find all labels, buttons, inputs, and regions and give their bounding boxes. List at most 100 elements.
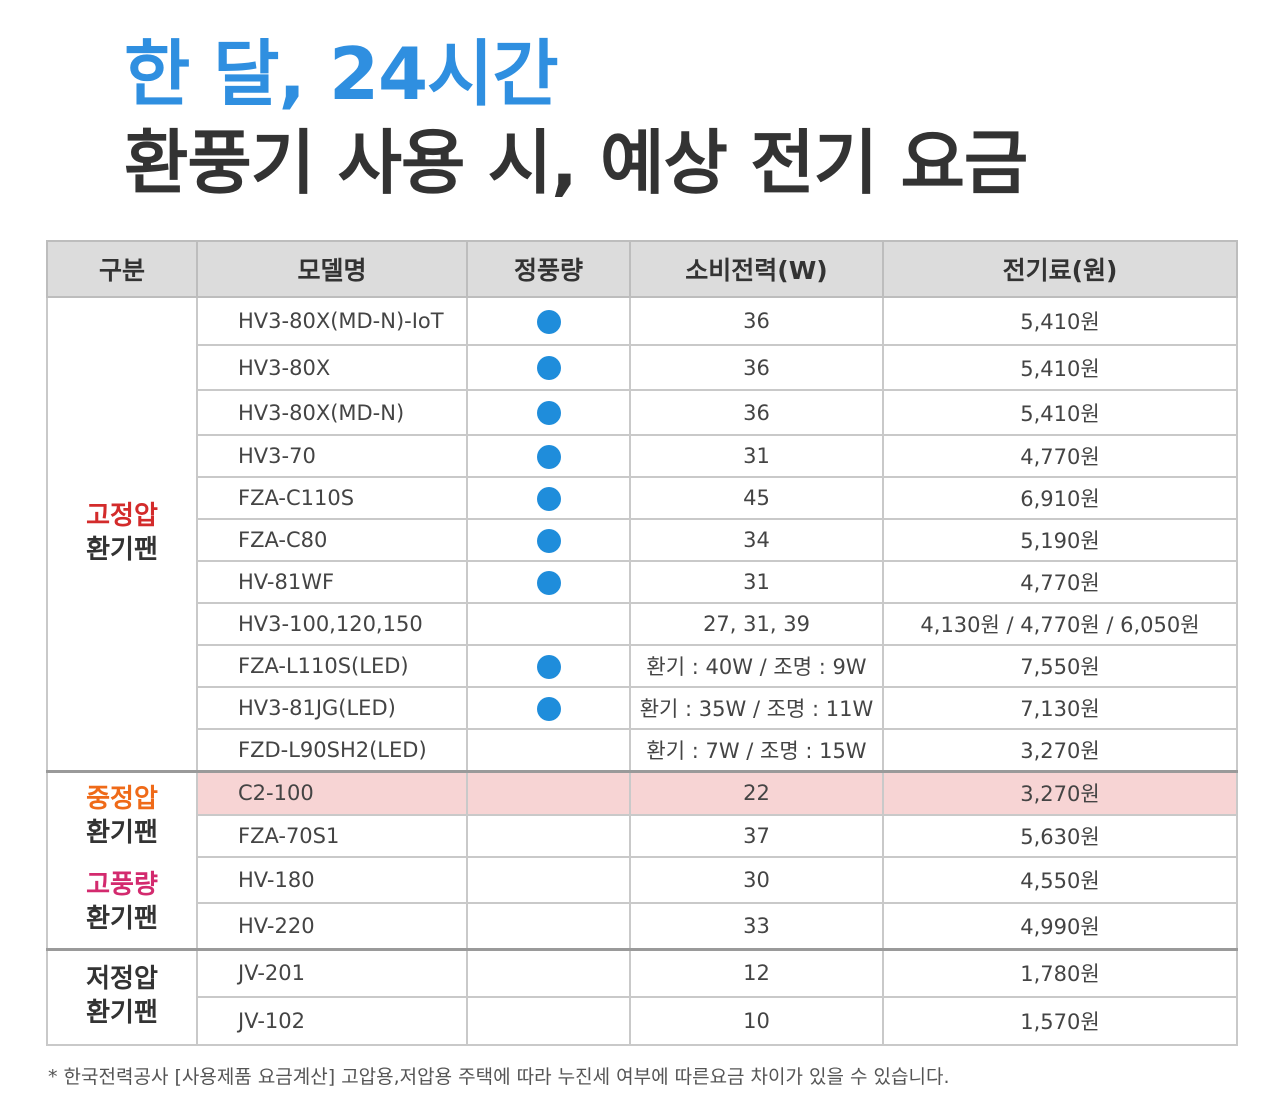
airflow-cell	[466, 814, 631, 858]
blue-circle-icon	[536, 570, 561, 595]
table-row: HV3-80X(MD-N) 36 5,410원	[47, 389, 1238, 436]
airflow-cell	[466, 560, 631, 604]
table-row: FZD-L90SH2(LED) 환기 : 7W / 조명 : 15W 3,270원	[47, 728, 1238, 772]
power-cell: 환기 : 7W / 조명 : 15W	[629, 728, 884, 772]
cost-cell: 5,190원	[882, 518, 1238, 562]
blue-circle-icon	[536, 356, 561, 380]
header-model: 모델명	[196, 240, 468, 298]
table-row: HV3-80X 36 5,410원	[47, 344, 1238, 391]
airflow-cell	[466, 728, 631, 772]
airflow-cell	[466, 996, 631, 1046]
blue-circle-icon	[536, 401, 561, 425]
cost-cell: 4,770원	[882, 434, 1238, 478]
power-cell: 22	[629, 769, 884, 816]
power-cell: 31	[629, 434, 884, 478]
header-category: 구분	[46, 240, 198, 298]
group-low-pressure: 저정압 환기팬	[46, 947, 198, 1046]
group-fixed-pressure: 고정압 환기팬	[46, 296, 198, 772]
cost-cell: 1,780원	[882, 947, 1238, 998]
power-cell: 37	[629, 814, 884, 858]
model-cell: HV3-80X	[196, 344, 468, 391]
cost-cell: 3,270원	[882, 769, 1238, 816]
cost-cell: 6,910원	[882, 476, 1238, 520]
table-row: HV3-100,120,150 27, 31, 39 4,130원 / 4,770원…	[47, 602, 1238, 646]
cost-cell: 5,410원	[882, 344, 1238, 391]
table-row: FZA-C110S 45 6,910원	[47, 476, 1238, 520]
table-row: FZA-70S1 37 5,630원	[47, 814, 1238, 858]
airflow-cell	[466, 344, 631, 391]
cost-cell: 1,570원	[882, 996, 1238, 1046]
cost-cell: 3,270원	[882, 728, 1238, 772]
power-cell: 33	[629, 902, 884, 950]
power-cell: 30	[629, 856, 884, 904]
blue-circle-icon	[536, 444, 561, 469]
airflow-cell	[466, 644, 631, 688]
cost-cell: 4,550원	[882, 856, 1238, 904]
table-row: FZA-C80 34 5,190원	[47, 518, 1238, 562]
model-cell: HV-220	[196, 902, 468, 950]
airflow-cell	[466, 602, 631, 646]
model-cell: HV3-80X(MD-N)-IoT	[196, 296, 468, 346]
model-cell: HV-180	[196, 856, 468, 904]
table-row: HV-180 30 4,550원	[47, 856, 1238, 904]
airflow-cell	[466, 947, 631, 998]
table-row: HV3-70 31 4,770원	[47, 434, 1238, 478]
cost-cell: 7,550원	[882, 644, 1238, 688]
blue-circle-icon	[536, 309, 561, 334]
airflow-cell	[466, 389, 631, 436]
model-cell: FZA-C80	[196, 518, 468, 562]
group-label: 저정압	[86, 964, 158, 995]
power-cell: 36	[629, 344, 884, 391]
power-cell: 31	[629, 560, 884, 604]
airflow-cell	[466, 856, 631, 904]
model-cell: HV3-81JG(LED)	[196, 686, 468, 730]
model-cell: FZA-L110S(LED)	[196, 644, 468, 688]
title-line-1: 한 달, 24시간	[124, 32, 559, 116]
airflow-cell	[466, 902, 631, 950]
power-cell: 10	[629, 996, 884, 1046]
header-row: 구분 모델명 정풍량 소비전력(W) 전기료(원)	[46, 240, 1238, 298]
header-static-airflow: 정풍량	[466, 240, 631, 298]
table-row: HV-220 33 4,990원	[47, 902, 1238, 950]
power-cell: 27, 31, 39	[629, 602, 884, 646]
title-line-2: 환풍기 사용 시, 예상 전기 요금	[124, 122, 1028, 204]
cost-cell: 4,990원	[882, 902, 1238, 950]
model-cell: HV3-70	[196, 434, 468, 478]
footnote: * 한국전력공사 [사용제품 요금계산] 고압용,저압용 주택에 따라 누진세 …	[48, 1066, 950, 1088]
table-row: FZA-L110S(LED) 환기 : 40W / 조명 : 9W 7,550원	[47, 644, 1238, 688]
table-row: 중정압 환기팬 고풍량 환기팬 C2-100 22 3,270원	[46, 769, 1238, 950]
airflow-cell	[466, 518, 631, 562]
group-label: 환기팬	[86, 534, 158, 565]
airflow-cell	[466, 686, 631, 730]
cost-cell: 5,630원	[882, 814, 1238, 858]
cost-cell: 5,410원	[882, 389, 1238, 436]
power-cell: 36	[629, 389, 884, 436]
cost-cell: 7,130원	[882, 686, 1238, 730]
blue-circle-icon	[536, 696, 561, 721]
group-label: 고풍량	[86, 870, 158, 900]
group-label: 환기팬	[86, 818, 158, 849]
blue-circle-icon	[536, 486, 561, 511]
power-cell: 환기 : 35W / 조명 : 11W	[629, 686, 884, 730]
price-table: 구분 모델명 정풍량 소비전력(W) 전기료(원) 고정압 환기팬 HV3-80X(…	[46, 240, 1238, 1046]
power-cell: 12	[629, 947, 884, 998]
model-cell: C2-100	[196, 769, 468, 816]
model-cell: JV-201	[196, 947, 468, 998]
airflow-cell	[466, 296, 631, 346]
airflow-cell	[466, 769, 631, 816]
cost-cell: 4,770원	[882, 560, 1238, 604]
power-cell: 환기 : 40W / 조명 : 9W	[629, 644, 884, 688]
table-row: HV-81WF 31 4,770원	[47, 560, 1238, 604]
group-label: 환기팬	[86, 998, 158, 1029]
cost-cell: 5,410원	[882, 296, 1238, 346]
power-cell: 34	[629, 518, 884, 562]
group-label: 중정압	[86, 784, 158, 815]
header-cost: 전기료(원)	[882, 240, 1238, 298]
model-cell: HV3-80X(MD-N)	[196, 389, 468, 436]
header-power: 소비전력(W)	[629, 240, 884, 298]
model-cell: HV-81WF	[196, 560, 468, 604]
cost-cell: 4,130원 / 4,770원 / 6,050원	[882, 602, 1238, 646]
blue-circle-icon	[536, 528, 561, 553]
airflow-cell	[466, 434, 631, 478]
power-cell: 45	[629, 476, 884, 520]
